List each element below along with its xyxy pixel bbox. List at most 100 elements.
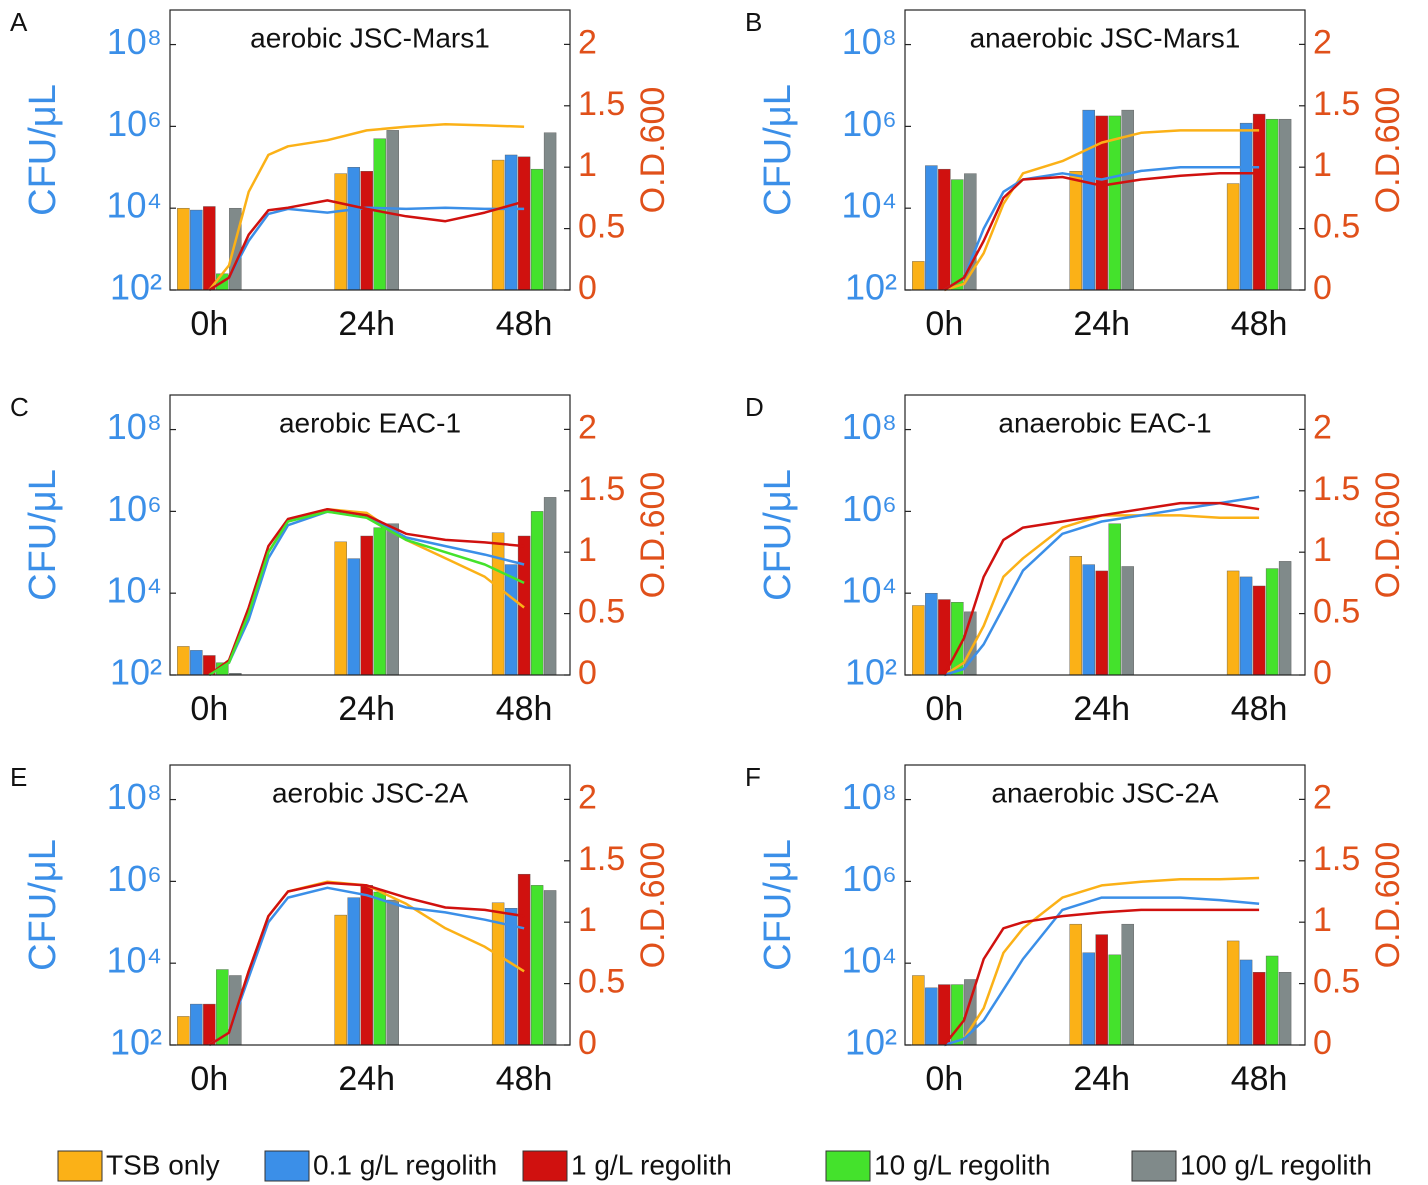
y-tick-label: 10⁸ bbox=[842, 406, 897, 447]
x-tick-label: 48h bbox=[496, 305, 553, 343]
bar bbox=[1278, 118, 1292, 291]
od-line bbox=[943, 908, 1260, 1046]
legend-swatch bbox=[264, 1150, 310, 1182]
y-tick-label: 10² bbox=[845, 1022, 897, 1063]
x-tick-label: 24h bbox=[1073, 690, 1130, 728]
bar bbox=[334, 914, 347, 1046]
x-tick-label: 48h bbox=[1231, 1060, 1288, 1098]
bar bbox=[1108, 523, 1121, 676]
bar bbox=[543, 132, 557, 291]
y2-tick-label: 1 bbox=[578, 901, 597, 939]
bar bbox=[912, 975, 925, 1046]
y2-tick-label: 2 bbox=[1313, 23, 1332, 61]
y-axis-label: CFU/μL bbox=[757, 84, 799, 216]
bar bbox=[925, 592, 938, 676]
legend-swatch bbox=[57, 1150, 103, 1182]
od-line bbox=[208, 206, 525, 292]
bar bbox=[517, 873, 531, 1046]
bar bbox=[373, 138, 386, 291]
x-tick-label: 24h bbox=[338, 690, 395, 728]
y2-axis-label: O.D.600 bbox=[1369, 842, 1407, 969]
od-line bbox=[943, 501, 1260, 676]
x-tick-label: 24h bbox=[1073, 305, 1130, 343]
bar bbox=[504, 154, 518, 291]
y2-tick-label: 1.5 bbox=[578, 85, 625, 123]
y-tick-label: 10² bbox=[110, 652, 162, 693]
bar bbox=[925, 987, 938, 1046]
bar bbox=[360, 535, 373, 676]
legend-label: 100 g/L regolith bbox=[1180, 1149, 1372, 1180]
bar bbox=[1278, 972, 1292, 1046]
bar bbox=[360, 885, 373, 1046]
bar bbox=[334, 541, 347, 676]
y-tick-label: 10⁴ bbox=[106, 570, 162, 611]
panel-title: aerobic EAC-1 bbox=[279, 407, 461, 438]
x-tick-label: 48h bbox=[496, 1060, 553, 1098]
y-tick-label: 10⁸ bbox=[842, 21, 897, 62]
bar bbox=[347, 558, 360, 676]
y2-tick-label: 0 bbox=[1313, 654, 1332, 692]
legend-label: 0.1 g/L regolith bbox=[313, 1149, 497, 1180]
bar bbox=[1239, 959, 1253, 1046]
bar bbox=[1108, 115, 1121, 291]
bar bbox=[1108, 954, 1121, 1046]
plot-frame bbox=[169, 394, 571, 676]
x-tick-label: 24h bbox=[338, 305, 395, 343]
bar bbox=[1121, 566, 1134, 676]
od-line bbox=[208, 881, 525, 1047]
x-tick-label: 0h bbox=[925, 690, 963, 728]
y-tick-label: 10⁴ bbox=[841, 940, 897, 981]
bar bbox=[1239, 122, 1253, 291]
bar bbox=[386, 523, 399, 676]
y2-tick-label: 2 bbox=[578, 23, 597, 61]
bar bbox=[1252, 585, 1266, 676]
y2-tick-label: 0 bbox=[1313, 269, 1332, 307]
legend-label: 1 g/L regolith bbox=[571, 1149, 732, 1180]
bar bbox=[1265, 118, 1279, 291]
y2-tick-label: 0.5 bbox=[1313, 963, 1360, 1001]
bar bbox=[386, 130, 399, 291]
y2-tick-label: 0 bbox=[578, 269, 597, 307]
bar bbox=[190, 209, 203, 291]
bar bbox=[203, 1003, 216, 1046]
od-line bbox=[208, 886, 525, 1047]
y2-tick-label: 2 bbox=[578, 408, 597, 446]
bar bbox=[1069, 556, 1082, 676]
panel-label: D bbox=[745, 392, 764, 422]
x-tick-label: 0h bbox=[190, 1060, 228, 1098]
y2-tick-label: 2 bbox=[1313, 778, 1332, 816]
x-tick-label: 0h bbox=[925, 305, 963, 343]
y-tick-label: 10⁴ bbox=[106, 940, 162, 981]
y-tick-label: 10⁶ bbox=[107, 858, 162, 899]
y2-tick-label: 0.5 bbox=[578, 208, 625, 246]
bar bbox=[1082, 109, 1095, 291]
bar bbox=[373, 891, 386, 1046]
bar bbox=[373, 527, 386, 676]
bar bbox=[1095, 570, 1108, 676]
bar bbox=[229, 207, 242, 291]
od-line bbox=[943, 514, 1260, 677]
y2-tick-label: 2 bbox=[578, 778, 597, 816]
y-axis-label: CFU/μL bbox=[22, 469, 64, 601]
y2-tick-label: 0 bbox=[578, 654, 597, 692]
od-line bbox=[943, 896, 1260, 1047]
od-line bbox=[943, 495, 1260, 677]
x-tick-label: 48h bbox=[1231, 690, 1288, 728]
bar bbox=[938, 984, 951, 1046]
panel-title: aerobic JSC-Mars1 bbox=[250, 22, 490, 53]
y-tick-label: 10⁸ bbox=[107, 21, 162, 62]
y2-tick-label: 0.5 bbox=[578, 963, 625, 1001]
bar bbox=[1265, 955, 1279, 1046]
y-tick-label: 10⁸ bbox=[107, 776, 162, 817]
bar bbox=[504, 564, 518, 676]
panel-label: C bbox=[10, 392, 29, 422]
y2-tick-label: 1.5 bbox=[1313, 470, 1360, 508]
bar bbox=[386, 899, 399, 1046]
y-tick-label: 10⁴ bbox=[106, 185, 162, 226]
bar bbox=[1278, 561, 1292, 676]
bar bbox=[347, 167, 360, 291]
od-line bbox=[208, 510, 525, 677]
x-tick-label: 0h bbox=[190, 690, 228, 728]
